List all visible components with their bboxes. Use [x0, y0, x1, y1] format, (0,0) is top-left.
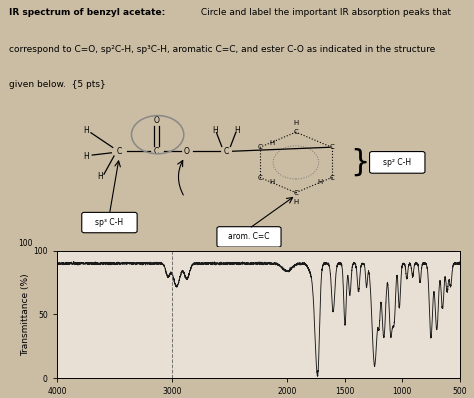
Text: H: H	[293, 120, 299, 126]
Text: C: C	[257, 144, 263, 150]
Text: H: H	[293, 199, 299, 205]
Text: sp² C-H: sp² C-H	[383, 158, 411, 167]
Text: Circle and label the important IR absorption peaks that: Circle and label the important IR absorp…	[198, 8, 451, 17]
Text: H: H	[212, 126, 218, 135]
Text: H: H	[84, 126, 90, 135]
Text: given below.  {5 pts}: given below. {5 pts}	[9, 80, 106, 89]
Text: H: H	[317, 179, 322, 185]
Text: C: C	[293, 129, 298, 135]
Text: H: H	[97, 172, 102, 181]
Text: C: C	[329, 174, 334, 181]
FancyBboxPatch shape	[217, 227, 281, 247]
Text: C: C	[154, 147, 159, 156]
Text: arom. C=C: arom. C=C	[228, 232, 270, 242]
FancyBboxPatch shape	[82, 213, 137, 233]
Text: IR spectrum of benzyl acetate:: IR spectrum of benzyl acetate:	[9, 8, 166, 17]
Text: H: H	[234, 126, 240, 135]
Text: H: H	[270, 140, 275, 146]
Text: O: O	[184, 147, 190, 156]
Text: O: O	[154, 116, 159, 125]
Text: }: }	[350, 148, 370, 177]
Text: C: C	[293, 189, 298, 196]
FancyBboxPatch shape	[370, 152, 425, 173]
Text: C: C	[223, 147, 229, 156]
Text: sp³ C-H: sp³ C-H	[95, 218, 124, 227]
Text: C: C	[117, 147, 122, 156]
Text: correspond to C=O, sp²C-H, sp³C-H, aromatic C=C, and ester C-O as indicated in t: correspond to C=O, sp²C-H, sp³C-H, aroma…	[9, 45, 436, 54]
Text: H: H	[270, 179, 275, 185]
Text: C: C	[257, 174, 263, 181]
Text: 100: 100	[18, 239, 33, 248]
Text: H: H	[84, 152, 90, 160]
Text: C: C	[329, 144, 334, 150]
Y-axis label: Transmittance (%): Transmittance (%)	[22, 273, 31, 356]
